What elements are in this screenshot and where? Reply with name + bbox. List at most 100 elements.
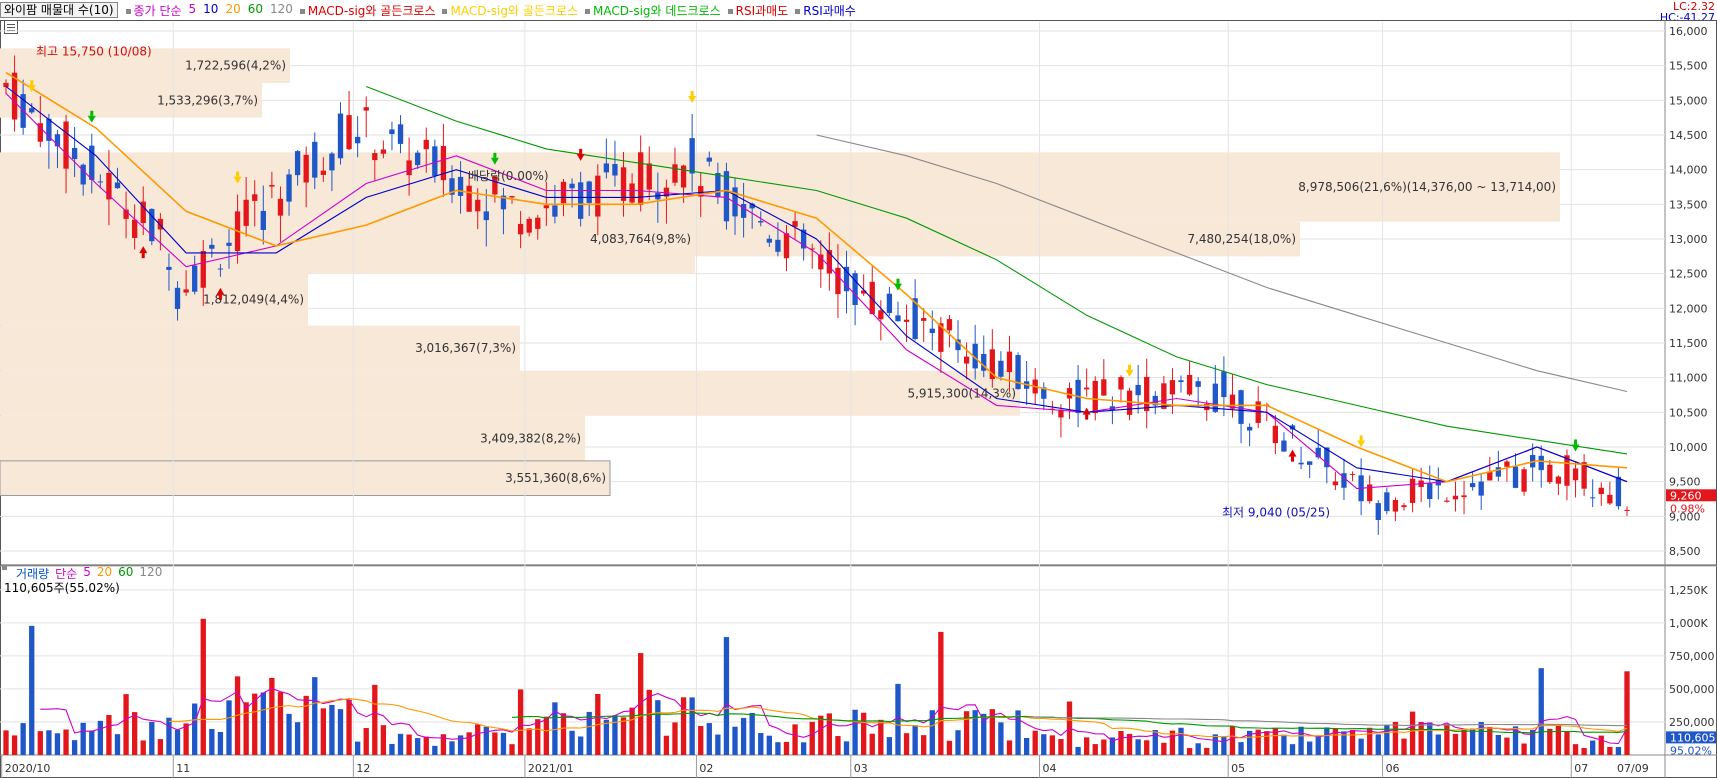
chart-legend-bar: 와이팜 매물대 수(10) 종가 단순 5 10 20 60 120 MACD-sig와 골… [0,0,1660,20]
price-tick-label: 11,000 [1669,372,1708,385]
legend-item-9[interactable]: RSI과매도 [727,2,788,19]
candle-up [269,184,275,187]
volume-bar [243,702,249,755]
volume-bar [226,700,232,755]
volume-bar [723,637,730,755]
volume-bar [1041,734,1047,755]
candle-up [200,251,206,288]
volume-bar [1487,726,1493,755]
candle-up [466,185,472,212]
candle-up [946,319,953,331]
volume-legend-ma: 단순 [55,567,78,581]
current-price-label: 9,260 [1670,489,1702,502]
volume-bar [260,692,266,755]
volume-bar [895,683,901,755]
candle-down [886,293,893,313]
candle-up [1564,455,1570,486]
annotations: 최고 15,750 (10/08) 최저 9,040 (05/25) 배당락(0.0… [36,44,1330,519]
volume-bar [603,719,610,755]
legend-item-0[interactable]: 종가 단순 [125,2,182,19]
volume-bar [277,692,284,755]
candle-up [157,218,164,230]
volume-current-label: 110,605주(55.02%) [4,581,120,595]
volume-bar [363,727,369,755]
volume-bar [389,743,395,755]
candle-up [1504,461,1510,467]
volume-bar [337,709,344,755]
candle-up [1169,380,1176,395]
candle-down [294,151,301,176]
candle-up [243,199,249,226]
volume-bar [397,733,404,755]
volume-bars [3,618,1630,755]
volume-bar [560,713,567,755]
candle-down [929,328,935,334]
volume-bar [912,725,918,755]
volume-bar [415,738,421,755]
volume-bar [252,693,258,755]
legend-item-10[interactable]: RSI과매수 [795,2,856,19]
signal-stem [90,110,94,116]
volume-bar [998,722,1004,755]
candle-down [843,266,850,292]
legend-item-7[interactable]: MACD-sig와 골든크로스 [442,2,578,19]
current-price-badge [1666,489,1716,502]
volume-bar [1590,740,1596,755]
volume-bar [886,737,893,755]
volume-bar [320,708,326,755]
stock-name-button[interactable]: 와이팜 매물대 수(10) [0,2,118,18]
candle-down [71,147,78,160]
volume-bar [1264,731,1270,755]
volume-ma-line-120 [1026,716,1628,727]
legend-item-5[interactable]: 120 [270,1,293,16]
volume-bar [1221,737,1227,755]
buy-signal-icon [1082,407,1091,415]
volume-bar [1178,727,1184,755]
candle-up [903,319,910,322]
volume-bar [29,625,35,755]
volume-legend-period-20: 20 [96,565,113,579]
candle-up [792,221,798,227]
volume-bar [492,732,498,755]
volume-bar [1126,733,1133,755]
candle-down [1298,462,1304,465]
candle-up [492,176,498,195]
volume-bar [466,732,472,755]
volume-bar [303,695,309,755]
candle-up [1598,487,1604,495]
volume-bar [740,717,747,755]
volume-bar [97,720,104,755]
legend-item-8[interactable]: MACD-sig와 데드크로스 [585,2,721,19]
candle-down [500,195,507,210]
candle-up [1006,351,1013,373]
volume-bar [577,736,584,755]
volume-bar [1538,668,1544,755]
candle-up [1161,383,1167,409]
date-label: 12 [356,762,370,775]
volume-bar [1529,729,1536,755]
volume-bar [903,733,910,755]
volume-bar [1598,735,1604,755]
moving-averages [5,71,1628,490]
volume-bar [1384,725,1390,755]
volume-legend: 거래량 단순 5 20 60 120 [2,565,162,582]
candle-up [131,219,138,238]
candle-down [1324,447,1330,468]
legend-item-4[interactable]: 60 [247,1,264,16]
candle-up [1409,478,1416,503]
candle-down [217,268,224,270]
legend-item-1[interactable]: 5 [188,1,197,16]
volume-bar [1341,731,1347,755]
legend-item-3[interactable]: 20 [225,1,241,16]
volume-bar [535,719,541,755]
volume-bar [963,711,970,755]
volume-bar [629,707,635,755]
legend-item-6[interactable]: MACD-sig와 골든크로스 [299,2,435,19]
candle-down [1041,387,1047,399]
volume-bar [955,730,961,755]
candle-up [440,145,447,181]
candle-down [1615,476,1622,507]
legend-item-2[interactable]: 10 [203,1,219,16]
